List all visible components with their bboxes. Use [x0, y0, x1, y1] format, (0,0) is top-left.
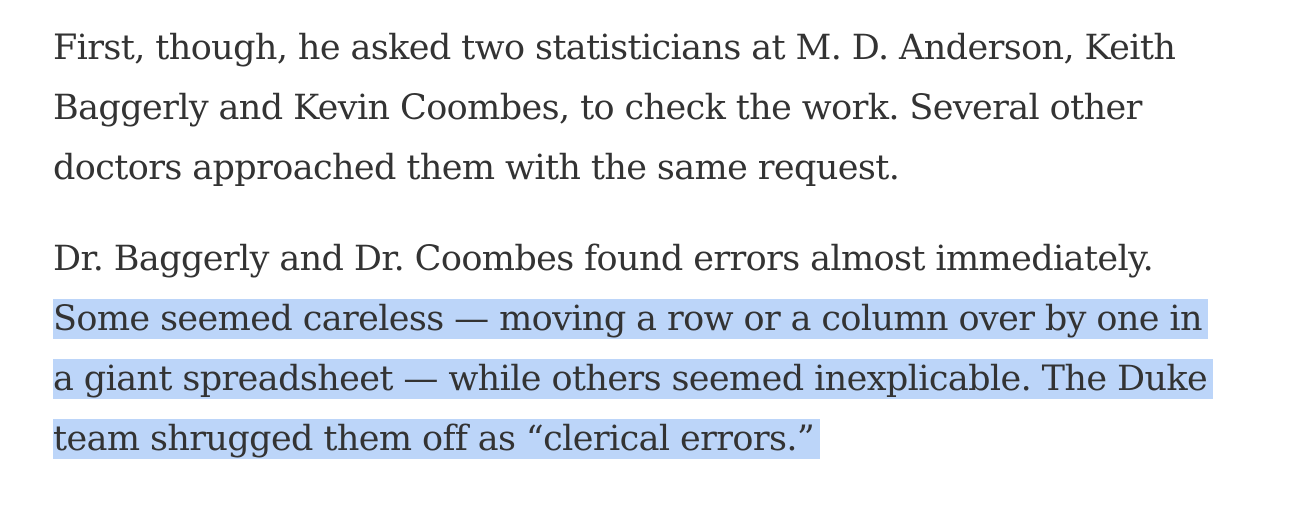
- paragraph-1-line-1: First, though, he asked two statistician…: [53, 28, 1176, 68]
- paragraph-2-line-3[interactable]: a giant spreadsheet — while others seeme…: [53, 349, 1283, 409]
- paragraph-2-line-4[interactable]: team shrugged them off as “clerical erro…: [53, 409, 1283, 469]
- paragraph-2-line-1: Dr. Baggerly and Dr. Coombes found error…: [53, 239, 1154, 279]
- selected-text-line-2[interactable]: a giant spreadsheet — while others seeme…: [53, 359, 1214, 399]
- paragraph-2-line-2[interactable]: Some seemed careless — moving a row or a…: [53, 289, 1283, 349]
- paragraph-1: First, though, he asked two statistician…: [53, 18, 1283, 198]
- selected-text-line-1[interactable]: Some seemed careless — moving a row or a…: [53, 299, 1208, 339]
- paragraph-1-line-3: doctors approached them with the same re…: [53, 148, 900, 188]
- article-body: First, though, he asked two statistician…: [53, 18, 1283, 500]
- paragraph-1-line-2: Baggerly and Kevin Coombes, to check the…: [53, 88, 1142, 128]
- paragraph-2: Dr. Baggerly and Dr. Coombes found error…: [53, 229, 1283, 469]
- selected-text-line-3[interactable]: team shrugged them off as “clerical erro…: [53, 419, 821, 459]
